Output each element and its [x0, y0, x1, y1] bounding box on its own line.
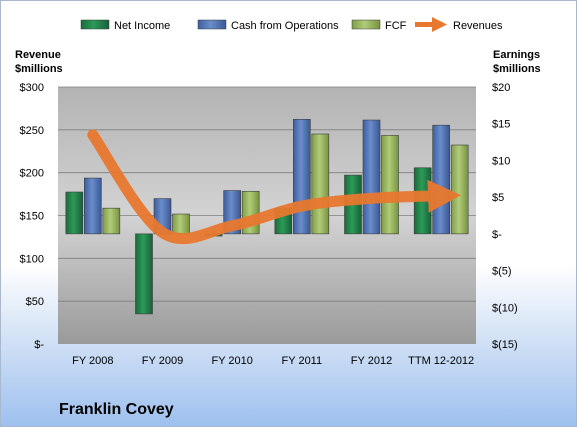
x-tick-label: FY 2010 [211, 355, 252, 367]
legend: Net Income Cash from Operations FCF Revenue… [80, 17, 503, 32]
bar-fcf-ttm-12-2012 [450, 144, 469, 235]
legend-swatch [80, 19, 110, 30]
chart-title: Franklin Covey [59, 401, 174, 418]
x-tick-label: FY 2009 [142, 355, 183, 367]
left-tick-label: $50 [26, 296, 44, 308]
bar-fcf-fy-2008 [102, 207, 121, 235]
bar-cash-from-operations-fy-2008 [84, 177, 102, 235]
right-axis-title-line2: $millions [493, 63, 541, 75]
right-tick-label: $- [492, 229, 502, 241]
right-tick-label: $20 [492, 82, 510, 94]
legend-swatch [351, 19, 381, 30]
legend-swatch [197, 19, 227, 30]
bar-cash-from-operations-ttm-12-2012 [432, 124, 450, 235]
left-axis-title-line2: $millions [15, 63, 63, 75]
left-tick-label: $300 [20, 82, 44, 94]
right-axis-ticks: $20 $15 $10 $5 $- $(5) $(10) $(15) [492, 82, 518, 351]
right-tick-label: $(15) [492, 339, 518, 351]
bar-net-income-fy-2009 [135, 233, 153, 315]
legend-label: Net Income [114, 20, 170, 32]
bar-fcf-fy-2011 [311, 133, 330, 235]
legend-item-net-income: Net Income [80, 19, 170, 32]
left-tick-label: $200 [20, 168, 44, 180]
left-axis-title-line1: Revenue [15, 49, 61, 61]
bar-fcf-fy-2009 [172, 213, 190, 235]
x-tick-label: FY 2008 [72, 355, 113, 367]
bar-net-income-fy-2008 [65, 191, 84, 235]
bar-fcf-fy-2012 [381, 135, 399, 235]
revenues-line [87, 129, 461, 245]
bar-cash-from-operations-fy-2011 [293, 119, 311, 235]
right-tick-label: $10 [492, 155, 510, 167]
right-axis-title-line1: Earnings [493, 49, 540, 61]
left-tick-label: $250 [20, 125, 44, 137]
x-axis-ticks: FY 2008 FY 2009 FY 2010 FY 2011 FY 2012 TTM 1… [72, 355, 474, 367]
left-tick-label: $100 [20, 253, 44, 265]
x-tick-label: TTM 12-2012 [408, 355, 474, 367]
gridlines [58, 86, 476, 302]
legend-label: FCF [385, 20, 407, 32]
left-tick-label: $- [34, 339, 44, 351]
legend-label: Revenues [453, 20, 503, 32]
left-axis-ticks: $300 $250 $200 $150 $100 $50 $- [20, 82, 45, 351]
x-tick-label: FY 2011 [282, 355, 323, 367]
right-tick-label: $(5) [492, 266, 512, 278]
legend-item-fcf: FCF [351, 19, 407, 32]
right-tick-label: $15 [492, 119, 510, 131]
legend-label: Cash from Operations [231, 20, 339, 32]
right-tick-label: $5 [492, 192, 504, 204]
bar-cash-from-operations-fy-2012 [362, 119, 381, 235]
legend-item-revenues: Revenues [415, 17, 503, 32]
right-tick-label: $(10) [492, 302, 518, 314]
left-tick-label: $150 [20, 211, 44, 223]
x-tick-label: FY 2012 [351, 355, 392, 367]
revenues-line-group [87, 129, 461, 245]
legend-item-cash-from-operations: Cash from Operations [197, 19, 339, 32]
